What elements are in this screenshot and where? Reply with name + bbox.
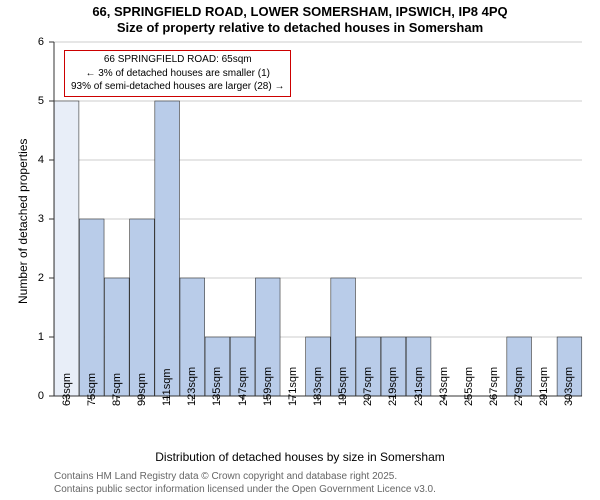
y-tick-label: 1	[0, 331, 44, 343]
annotation-box: 66 SPRINGFIELD ROAD: 65sqm ← 3% of detac…	[64, 50, 291, 97]
x-tick-label: 171sqm	[287, 367, 299, 406]
y-tick-label: 5	[0, 95, 44, 107]
x-tick-label: 87sqm	[111, 373, 123, 406]
x-tick-label: 123sqm	[186, 367, 198, 406]
footer-line-1: Contains HM Land Registry data © Crown c…	[54, 470, 436, 483]
title-block: 66, SPRINGFIELD ROAD, LOWER SOMERSHAM, I…	[0, 0, 600, 37]
x-tick-label: 207sqm	[362, 367, 374, 406]
x-tick-label: 255sqm	[463, 367, 475, 406]
y-tick-label: 4	[0, 154, 44, 166]
x-tick-label: 279sqm	[513, 367, 525, 406]
title-line-1: 66, SPRINGFIELD ROAD, LOWER SOMERSHAM, I…	[0, 4, 600, 20]
y-tick-label: 0	[0, 390, 44, 402]
y-tick-label: 3	[0, 213, 44, 225]
x-tick-label: 111sqm	[161, 368, 173, 406]
x-axis-label: Distribution of detached houses by size …	[0, 450, 600, 464]
x-tick-label: 219sqm	[387, 367, 399, 406]
x-tick-label: 267sqm	[488, 367, 500, 406]
annotation-line-3: 93% of semi-detached houses are larger (…	[71, 80, 284, 94]
x-tick-label: 195sqm	[337, 367, 349, 406]
y-tick-label: 6	[0, 36, 44, 48]
x-tick-label: 135sqm	[211, 367, 223, 406]
x-tick-label: 75sqm	[86, 373, 98, 406]
annotation-line-1: 66 SPRINGFIELD ROAD: 65sqm	[71, 53, 284, 67]
x-tick-label: 231sqm	[413, 367, 425, 406]
x-tick-label: 291sqm	[538, 367, 550, 406]
chart-container: { "title": { "line1": "66, SPRINGFIELD R…	[0, 0, 600, 500]
title-line-2: Size of property relative to detached ho…	[0, 20, 600, 36]
x-tick-label: 99sqm	[136, 373, 148, 406]
x-tick-label: 147sqm	[237, 367, 249, 406]
x-tick-label: 303sqm	[563, 367, 575, 406]
footer-line-2: Contains public sector information licen…	[54, 483, 436, 496]
y-tick-label: 2	[0, 272, 44, 284]
footer-block: Contains HM Land Registry data © Crown c…	[54, 470, 436, 496]
x-tick-label: 243sqm	[438, 367, 450, 406]
x-tick-label: 159sqm	[262, 367, 274, 406]
x-tick-label: 63sqm	[61, 373, 73, 406]
x-tick-label: 183sqm	[312, 367, 324, 406]
annotation-line-2: ← 3% of detached houses are smaller (1)	[71, 67, 284, 81]
